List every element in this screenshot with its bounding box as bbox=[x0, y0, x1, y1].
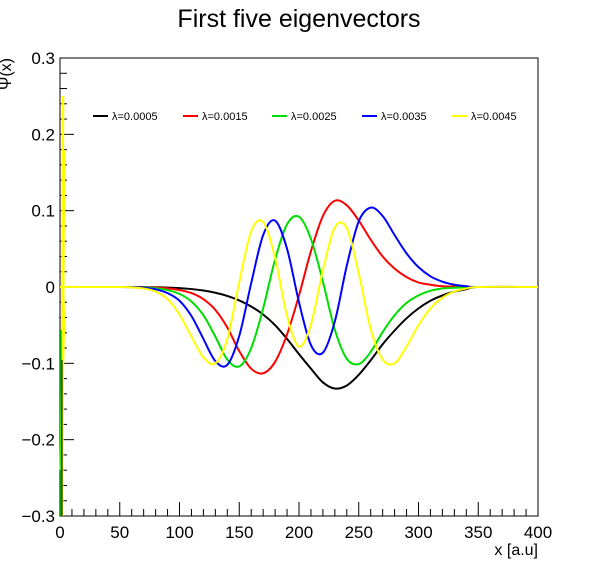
series-line-4 bbox=[59, 206, 539, 368]
artifact-segment bbox=[61, 287, 66, 321]
tick-labels: 0 50 100 150 200 250 300 350 400 −0.3 −0.2 −0.1 0 0.1… bbox=[21, 49, 552, 542]
x-tick-label: 200 bbox=[285, 523, 313, 542]
x-tick-label: 100 bbox=[165, 523, 193, 542]
legend-label: λ=0.0005 bbox=[112, 111, 158, 123]
series-line-5 bbox=[59, 219, 539, 366]
x-tick-label: 300 bbox=[404, 523, 432, 542]
x-tick-label: 0 bbox=[55, 523, 64, 542]
x-tick-label: 250 bbox=[345, 523, 373, 542]
x-axis-title: x [a.u] bbox=[494, 542, 538, 559]
y-axis-title: Ψ(x) bbox=[0, 58, 15, 90]
y-tick-label: 0 bbox=[46, 278, 55, 297]
y-tick-label: 0.2 bbox=[31, 125, 55, 144]
series-line-1 bbox=[59, 285, 539, 390]
legend-label: λ=0.0025 bbox=[291, 111, 337, 123]
x-tick-label: 150 bbox=[225, 523, 253, 542]
boundary-artifact bbox=[59, 95, 66, 517]
y-tick-label: −0.1 bbox=[21, 354, 55, 373]
chart-title: First five eigenvectors bbox=[177, 5, 420, 33]
y-tick-label: −0.3 bbox=[21, 507, 55, 526]
series-line-2 bbox=[59, 199, 539, 375]
series-line-3 bbox=[59, 214, 539, 368]
x-tick-label: 400 bbox=[524, 523, 552, 542]
y-tick-label: −0.2 bbox=[21, 431, 55, 450]
x-tick-label: 50 bbox=[110, 523, 129, 542]
series-layer bbox=[59, 199, 539, 390]
legend-label: λ=0.0035 bbox=[381, 111, 427, 123]
y-tick-label: 0.3 bbox=[31, 49, 55, 68]
legend-label: λ=0.0015 bbox=[202, 111, 248, 123]
x-tick-label: 350 bbox=[464, 523, 492, 542]
y-tick-label: 0.1 bbox=[31, 202, 55, 221]
legend-label: λ=0.0045 bbox=[471, 111, 517, 123]
legend: λ=0.0005 λ=0.0015 λ=0.0025 λ=0.0035 λ=0.0045 bbox=[93, 111, 517, 123]
